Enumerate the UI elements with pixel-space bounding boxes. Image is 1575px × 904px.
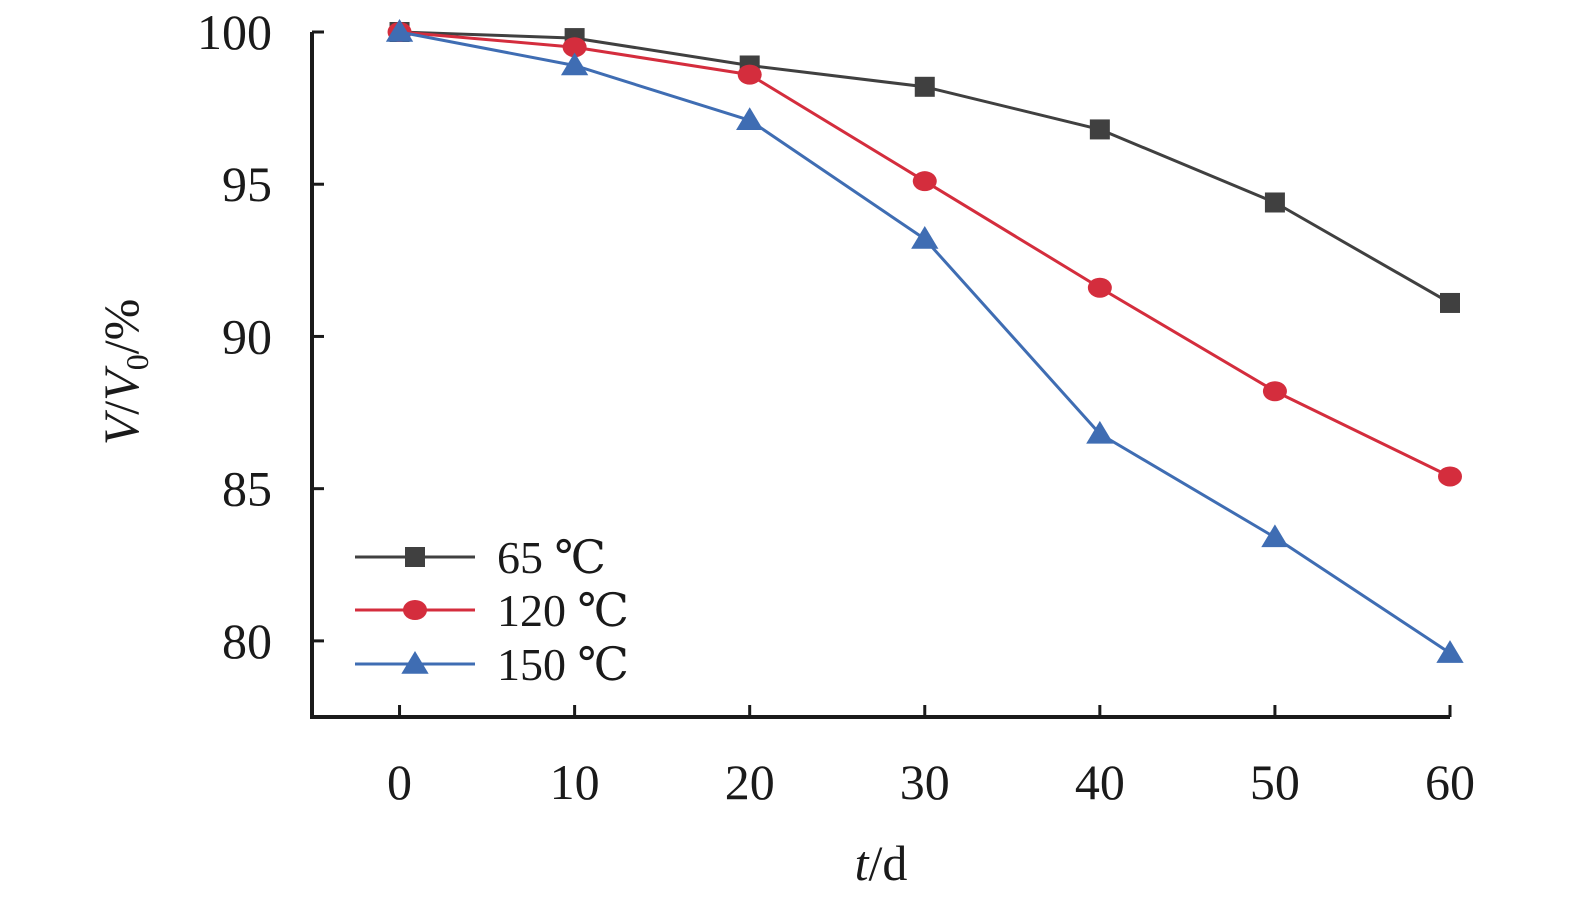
data-point (562, 37, 587, 58)
x-tick-label: 30 (900, 754, 950, 810)
data-point (1436, 640, 1464, 663)
data-point (385, 19, 414, 42)
data-point (1087, 277, 1112, 298)
legend-entry: 120 ℃ (355, 585, 629, 636)
data-point (1264, 192, 1285, 213)
x-tick-label: 10 (550, 754, 600, 810)
data-point (1086, 420, 1114, 444)
axes: 80 85 90 95 100 0 10 20 30 40 50 60 (197, 4, 1475, 810)
y-axis-title-unit: /% (93, 299, 149, 355)
x-tick-label: 0 (387, 754, 412, 810)
data-point (736, 107, 764, 131)
legend-label: 120 ℃ (497, 585, 629, 636)
legend-marker (405, 547, 425, 567)
x-tick-label: 60 (1425, 754, 1475, 810)
axis-titles: t/dV/V0/% (93, 299, 907, 891)
x-axis-title-variable: t (855, 835, 870, 891)
legend-entry: 65 ℃ (355, 532, 606, 583)
x-tick-label: 20 (725, 754, 775, 810)
series-layer (385, 19, 1464, 663)
data-point (1262, 381, 1287, 402)
x-tick-label: 50 (1250, 754, 1300, 810)
y-tick-label: 80 (222, 613, 272, 669)
x-axis-title: t/d (855, 835, 908, 891)
data-point (737, 64, 762, 85)
data-point (1440, 292, 1460, 313)
data-point (911, 226, 939, 249)
y-axis-title-slash: / (93, 401, 149, 415)
data-point (560, 52, 589, 76)
legend-marker (403, 600, 427, 620)
series-line (399, 30, 1451, 305)
y-axis-title: V/V0/% (93, 299, 155, 446)
legend-entry: 150 ℃ (355, 639, 629, 690)
x-axis-title-unit: /d (869, 835, 908, 891)
data-point (912, 171, 937, 192)
y-tick-label: 85 (222, 461, 272, 517)
data-point (1261, 524, 1289, 548)
series-triangle (385, 19, 1464, 663)
y-axis-title-v: V (93, 409, 149, 445)
series-square (389, 22, 1460, 313)
y-axis-title-subscript: 0 (119, 354, 155, 370)
y-tick-label: 95 (222, 156, 272, 212)
legend-label: 65 ℃ (497, 532, 606, 583)
legend-marker (401, 651, 429, 674)
series-line (399, 30, 1451, 478)
data-point (1089, 119, 1110, 140)
data-point (1438, 466, 1462, 487)
y-axis-title-v0: V (93, 365, 149, 401)
x-tick-label: 40 (1075, 754, 1125, 810)
y-tick-label: 100 (197, 4, 272, 60)
legend-label: 150 ℃ (497, 639, 629, 690)
y-tick-label: 90 (222, 308, 272, 364)
data-point (914, 76, 935, 97)
